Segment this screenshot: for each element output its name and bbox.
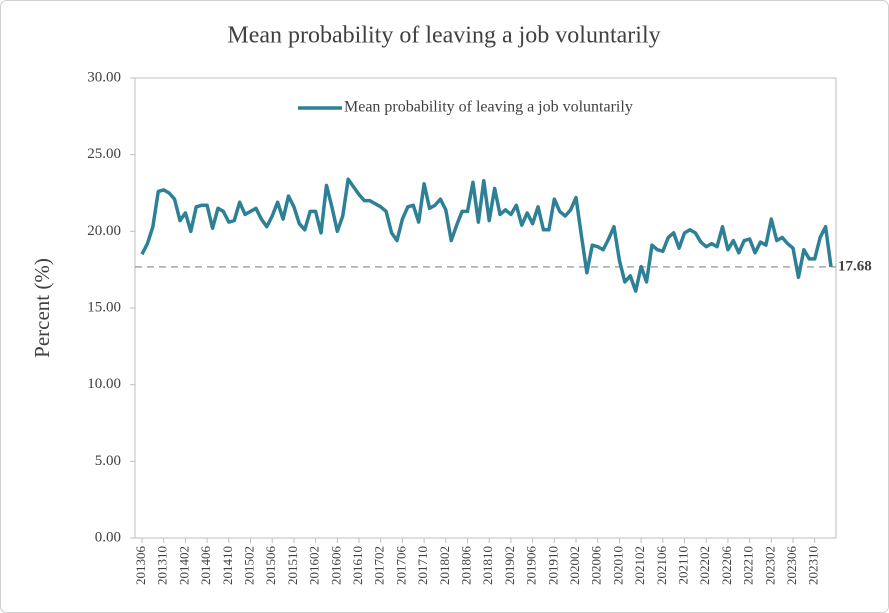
- x-tick-label: 202306: [784, 546, 799, 586]
- x-tick-label: 201610: [350, 546, 365, 585]
- x-tick-label: 201806: [458, 546, 473, 586]
- x-tick-label: 201510: [285, 546, 300, 585]
- x-tick-label: 202010: [610, 546, 625, 585]
- x-tick-label: 202310: [806, 546, 821, 585]
- x-tick-label: 201406: [198, 546, 213, 586]
- x-tick-label: 201410: [220, 546, 235, 585]
- x-tick-label: 201702: [372, 546, 387, 585]
- legend-label: Mean probability of leaving a job volunt…: [344, 99, 633, 116]
- x-tick-label: 201606: [328, 546, 343, 586]
- x-tick-label: 202102: [632, 546, 647, 585]
- y-tick-label: 15.00: [87, 299, 121, 315]
- y-axis-label: Percent (%): [30, 258, 54, 358]
- x-tick-label: 201710: [415, 546, 430, 585]
- x-tick-label: 202110: [676, 546, 691, 585]
- x-tick-label: 201906: [524, 546, 539, 586]
- x-tick-label: 202206: [719, 546, 734, 586]
- x-tick-label: 201506: [263, 546, 278, 586]
- x-tick-label: 201306: [133, 546, 148, 586]
- y-tick-label: 0.00: [95, 529, 121, 545]
- y-tick-label: 5.00: [95, 453, 121, 469]
- x-tick-label: 201402: [176, 546, 191, 585]
- x-tick-label: 202106: [654, 546, 669, 586]
- x-tick-label: 201310: [155, 546, 170, 585]
- y-tick-label: 20.00: [87, 223, 121, 239]
- x-tick-label: 202302: [762, 546, 777, 585]
- x-tick-label: 201810: [480, 546, 495, 585]
- x-tick-label: 201802: [437, 546, 452, 585]
- y-tick-label: 30.00: [87, 69, 121, 85]
- x-tick-label: 201902: [502, 546, 517, 585]
- x-tick-label: 202006: [589, 546, 604, 586]
- y-tick-label: 10.00: [87, 376, 121, 392]
- data-line: [140, 177, 833, 293]
- x-tick-label: 201910: [545, 546, 560, 585]
- x-tick-label: 201706: [393, 546, 408, 586]
- x-tick-label: 202210: [741, 546, 756, 585]
- x-tick-label: 202202: [697, 546, 712, 585]
- x-tick-label: 201502: [241, 546, 256, 585]
- chart-title: Mean probability of leaving a job volunt…: [227, 23, 660, 49]
- x-tick-label: 201602: [307, 546, 322, 585]
- x-tick-label: 202002: [567, 546, 582, 585]
- reference-label: 17.68: [838, 258, 872, 274]
- y-tick-label: 25.00: [87, 146, 121, 162]
